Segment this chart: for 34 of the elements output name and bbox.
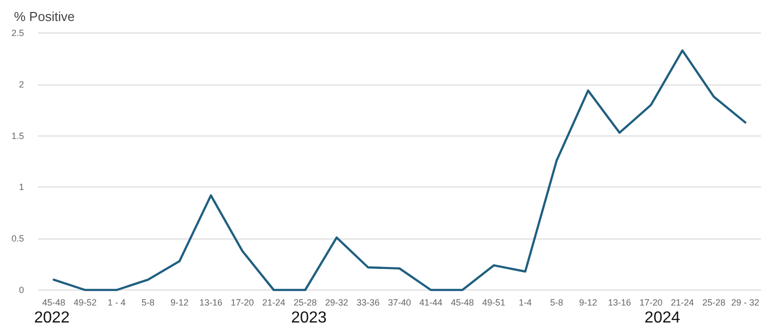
x-tick-label: 5-8 bbox=[550, 298, 564, 308]
x-tick-label: 21-24 bbox=[262, 298, 286, 308]
x-tick-label: 29-32 bbox=[325, 298, 348, 308]
y-tick-label: 1.5 bbox=[11, 130, 24, 141]
y-axis-title: % Positive bbox=[14, 9, 75, 24]
x-tick-label: 49-52 bbox=[74, 298, 97, 308]
x-tick-label: 5-8 bbox=[142, 298, 155, 308]
x-tick-label: 21-24 bbox=[670, 298, 694, 308]
x-tick-label: 17-20 bbox=[639, 298, 662, 308]
x-tick-label: 1-4 bbox=[518, 298, 532, 308]
y-tick-label: 0.5 bbox=[11, 234, 24, 244]
y-tick-label: 1 bbox=[18, 182, 24, 192]
x-tick-label: 1 - 4 bbox=[108, 298, 126, 308]
x-tick-label: 29 - 32 bbox=[731, 298, 760, 308]
text: 2024 bbox=[644, 310, 680, 326]
y-tick-label: 2.5 bbox=[11, 28, 24, 38]
x-tick-label: 13-16 bbox=[608, 298, 632, 308]
x-tick-label: 25-28 bbox=[702, 298, 726, 308]
x-tick-label: 41-44 bbox=[419, 298, 442, 308]
x-tick-label: 45-48 bbox=[450, 298, 474, 308]
x-tick-label: 9-12 bbox=[579, 298, 598, 308]
x-tick-label: 17-20 bbox=[230, 298, 254, 308]
x-tick-label: 13-16 bbox=[199, 298, 222, 308]
x-tick-label: 49-51 bbox=[482, 298, 506, 308]
line-series bbox=[52, 49, 746, 292]
x-tick-label: 25-28 bbox=[294, 298, 317, 308]
x-tick-label: 9-12 bbox=[170, 298, 188, 308]
y-tick-label: 0 bbox=[18, 285, 24, 295]
x-tick-label: 45-48 bbox=[42, 298, 66, 308]
text: 2023 bbox=[291, 310, 327, 326]
text: 2022 bbox=[34, 310, 70, 326]
y-tick-label: 2 bbox=[18, 79, 24, 90]
x-tick-label: 33-36 bbox=[356, 298, 380, 308]
x-tick-label: 37-40 bbox=[388, 298, 412, 308]
